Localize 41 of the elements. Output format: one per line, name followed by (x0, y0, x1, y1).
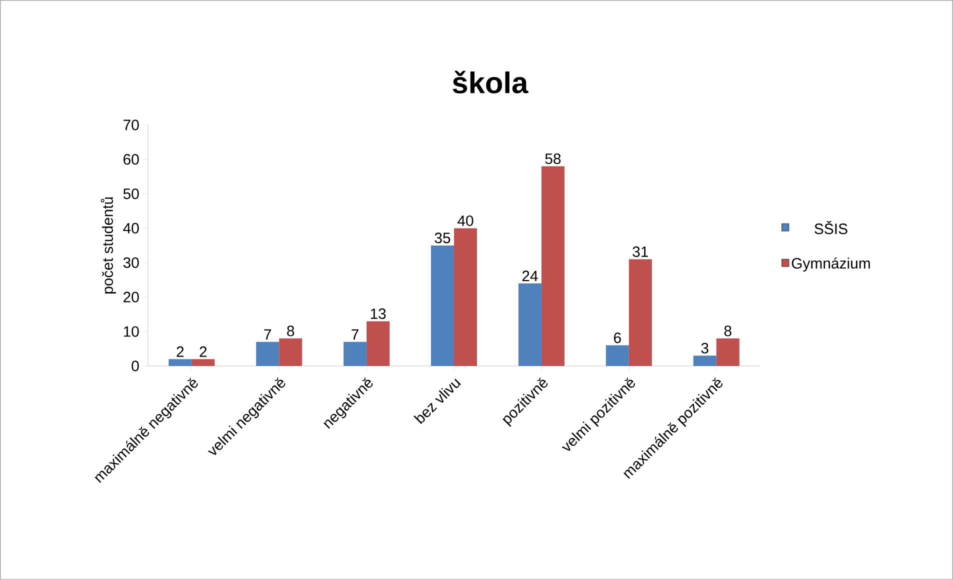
data-label: 7 (352, 329, 358, 340)
data-label: 2 (200, 346, 207, 357)
bar (716, 338, 740, 366)
y-tick-label: 30 (123, 257, 139, 268)
y-axis-title: počet studentů (100, 197, 116, 294)
data-label: 40 (458, 215, 474, 226)
legend-label: Gymnázium (792, 258, 870, 272)
bar (431, 245, 454, 366)
bar (454, 228, 478, 366)
bar (606, 345, 629, 366)
y-tick-label: 50 (123, 188, 139, 200)
bar (279, 338, 302, 366)
data-label: 35 (434, 232, 450, 244)
data-label: 2 (176, 346, 184, 357)
data-label: 31 (632, 246, 648, 258)
y-tick-label: 60 (124, 154, 139, 165)
y-tick-label: 0 (132, 360, 139, 372)
data-label: 13 (370, 308, 386, 320)
data-label: 8 (287, 326, 294, 336)
bar (344, 342, 367, 366)
bar (192, 359, 215, 366)
y-tick-label: 70 (124, 120, 139, 130)
bar (541, 166, 564, 366)
bar (693, 356, 716, 366)
y-tick-label: 20 (124, 292, 139, 302)
data-label: 6 (614, 332, 621, 344)
bar (168, 359, 192, 366)
bar (628, 259, 652, 366)
bar (366, 321, 390, 366)
legend-label: SŠIS (814, 220, 848, 234)
bar (518, 283, 542, 366)
chart-title: škola (452, 70, 528, 94)
y-tick-label: 10 (124, 326, 139, 337)
data-label: 24 (522, 270, 538, 282)
x-tick-label: bez vlivu (414, 378, 461, 424)
data-label: 3 (701, 342, 708, 354)
data-label: 7 (264, 329, 272, 340)
bar (256, 342, 280, 366)
data-label: 8 (724, 326, 732, 336)
y-tick-label: 40 (123, 222, 139, 234)
data-label: 58 (545, 154, 561, 164)
